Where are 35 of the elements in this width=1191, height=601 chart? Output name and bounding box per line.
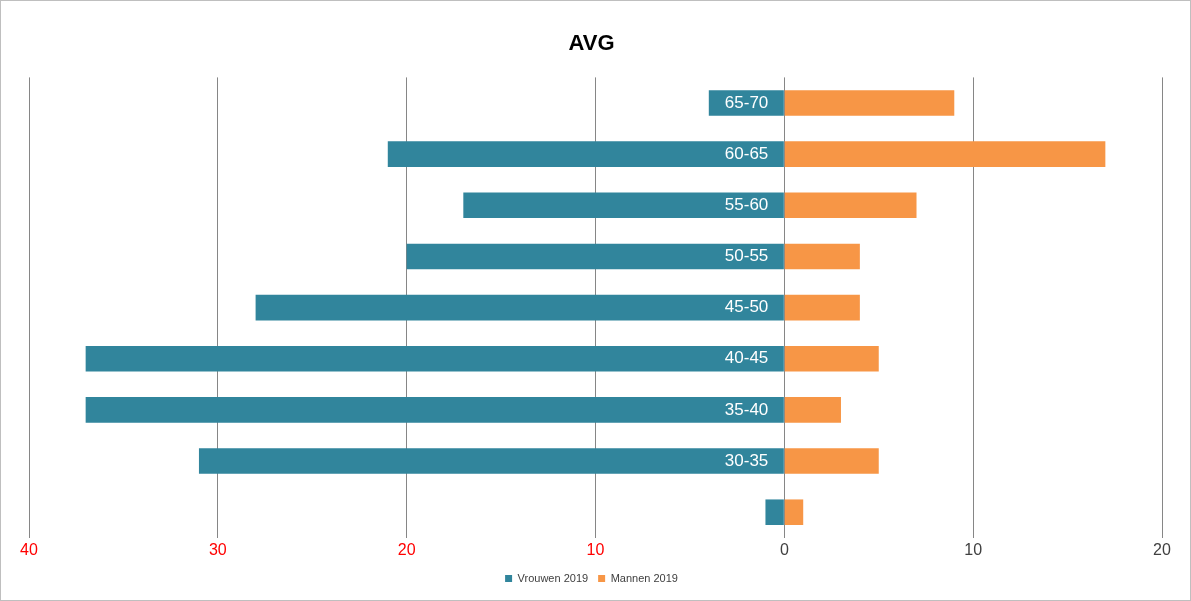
y-tick-label: 55-60 xyxy=(724,194,769,214)
bar xyxy=(784,294,860,321)
bar xyxy=(784,499,804,526)
bar xyxy=(784,192,917,219)
y-tick-label: 30-35 xyxy=(724,450,769,470)
bar xyxy=(784,243,860,270)
y-tick-label: 35-40 xyxy=(724,399,769,419)
bar xyxy=(784,141,1106,167)
bar xyxy=(198,448,784,474)
bar xyxy=(387,141,784,167)
bar xyxy=(406,243,784,270)
bar xyxy=(784,345,879,372)
legend-label: Vrouwen 2019 xyxy=(517,571,589,584)
bar xyxy=(255,294,784,321)
bar xyxy=(85,345,784,372)
y-tick-label: 45-50 xyxy=(724,297,769,317)
legend-label: Mannen 2019 xyxy=(610,571,678,584)
y-tick-label: 60-65 xyxy=(724,143,769,163)
y-tick-label: 65-70 xyxy=(724,92,769,112)
bar xyxy=(784,90,955,116)
chart-title: AVG xyxy=(568,30,615,56)
bar xyxy=(784,448,879,474)
x-tick-label: 0 xyxy=(779,540,789,558)
bar xyxy=(765,499,784,526)
x-tick-label: 20 xyxy=(1153,540,1171,558)
y-tick-label: 50-55 xyxy=(724,246,769,266)
y-tick-label: 40-45 xyxy=(724,348,769,368)
x-tick-label: 10 xyxy=(586,540,605,558)
x-tick-label: 40 xyxy=(20,540,38,558)
bar xyxy=(463,192,784,219)
x-tick-label: 30 xyxy=(208,540,227,558)
x-tick-label: 10 xyxy=(964,540,983,558)
bar xyxy=(85,397,784,423)
x-tick-label: 20 xyxy=(397,540,416,558)
bar xyxy=(784,397,841,423)
